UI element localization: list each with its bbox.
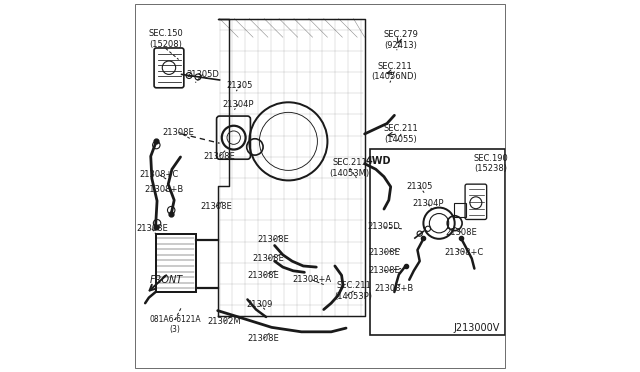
- Text: 21304P: 21304P: [223, 100, 254, 109]
- Bar: [454, 203, 466, 217]
- Text: 21308+A: 21308+A: [292, 275, 332, 284]
- Text: 21308E: 21308E: [204, 152, 236, 161]
- Text: 21309: 21309: [246, 300, 273, 309]
- Text: 21305: 21305: [227, 81, 253, 90]
- Text: 21308+C: 21308+C: [140, 170, 179, 179]
- Text: 21308E: 21308E: [200, 202, 232, 211]
- Text: 21308E: 21308E: [136, 224, 168, 233]
- Bar: [156, 234, 196, 292]
- Text: 21302M: 21302M: [207, 317, 241, 326]
- Text: SEC.279
(92413): SEC.279 (92413): [383, 31, 419, 50]
- Text: 081A6-6121A
(3): 081A6-6121A (3): [149, 315, 201, 334]
- Text: SEC.150
(15208): SEC.150 (15208): [148, 29, 183, 49]
- Bar: [370, 149, 505, 335]
- Text: 21308E: 21308E: [252, 254, 284, 263]
- Text: 21308+B: 21308+B: [374, 284, 413, 293]
- Text: J213000V: J213000V: [453, 323, 499, 333]
- Text: SEC.190
(15238): SEC.190 (15238): [474, 154, 509, 173]
- Text: FRONT: FRONT: [150, 275, 184, 285]
- Text: SEC.211
(14056ND): SEC.211 (14056ND): [372, 62, 417, 81]
- Text: 21308E: 21308E: [368, 248, 400, 257]
- Text: 21305D: 21305D: [367, 222, 401, 231]
- Text: SEC.211
(14053P): SEC.211 (14053P): [335, 281, 372, 301]
- Text: 21308E: 21308E: [248, 334, 279, 343]
- Text: 21308E: 21308E: [248, 271, 279, 280]
- Text: SEC.211
(14053M): SEC.211 (14053M): [330, 158, 370, 178]
- Text: 4WD: 4WD: [366, 156, 392, 166]
- Text: 21308+C: 21308+C: [445, 248, 484, 257]
- Text: 21308E: 21308E: [258, 235, 289, 244]
- Text: 21304P: 21304P: [412, 199, 444, 208]
- Text: 21305D: 21305D: [186, 70, 220, 79]
- Text: 21308E: 21308E: [163, 128, 195, 137]
- Text: 21308E: 21308E: [445, 228, 477, 237]
- Text: 21308E: 21308E: [368, 266, 400, 275]
- Text: 21308+B: 21308+B: [145, 185, 184, 194]
- Text: 21305: 21305: [406, 182, 433, 191]
- Text: SEC.211
(14055): SEC.211 (14055): [384, 124, 419, 144]
